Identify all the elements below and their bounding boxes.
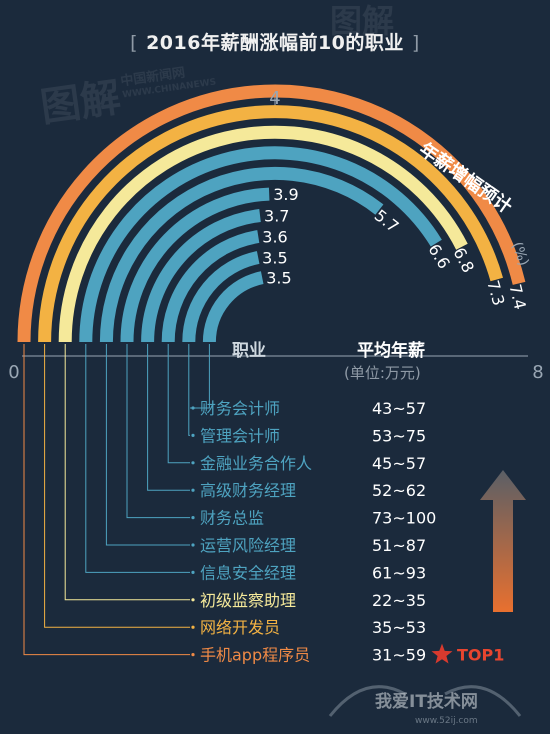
salary-unit-label: (单位:万元): [344, 364, 421, 382]
job-label-8: 初级监察助理: [200, 591, 296, 610]
watermark-mid: 图解: [36, 65, 124, 134]
leader-line-2: [188, 344, 190, 436]
job-label-2: 管理会计师: [200, 426, 280, 445]
arc-bar-9: [38, 105, 504, 343]
leader-dot-7: [191, 570, 195, 575]
value-label-8: 6.8: [449, 244, 477, 275]
value-label-7: 6.6: [424, 241, 453, 273]
decor-layer: [22, 86, 528, 717]
salary-label-6: 51~87: [372, 536, 426, 555]
tick-label-min: 0: [8, 362, 19, 383]
up-arrow-icon: [480, 470, 526, 612]
top1-label: TOP1: [457, 646, 504, 665]
job-label-1: 财务会计师: [200, 399, 280, 418]
job-label-5: 财务总监: [200, 509, 264, 528]
salary-label-2: 53~75: [372, 426, 426, 445]
salary-label-4: 52~62: [372, 481, 426, 500]
job-label-10: 手机app程序员: [200, 646, 310, 665]
leader-line-10: [23, 344, 190, 656]
job-label-3: 金融业务合作人: [200, 454, 312, 473]
arc-bar-1: [202, 271, 264, 343]
job-label-7: 信息安全经理: [200, 563, 296, 582]
leader-dot-1: [191, 406, 195, 410]
value-label-2: 3.5: [262, 248, 287, 267]
leader-dot-6: [191, 543, 195, 547]
leader-line-8: [64, 344, 190, 601]
footer-url-text: www.52ij.com: [415, 716, 478, 726]
arc-bar-3: [161, 230, 260, 343]
leader-line-5: [126, 344, 190, 519]
value-label-5: 3.9: [273, 185, 298, 204]
arc-bar-10: [17, 84, 526, 343]
arc-axis-unit: (%): [508, 240, 531, 268]
leader-dot-10: [191, 653, 195, 657]
leader-line-4: [147, 344, 190, 491]
job-label-6: 运营风险经理: [200, 536, 296, 555]
salary-column-header: 平均年薪: [357, 340, 425, 361]
tick-label-max: 8: [532, 362, 543, 383]
title-bracket-right: ]: [411, 32, 420, 54]
tick-label-mid: 4: [269, 88, 280, 109]
job-label-9: 网络开发员: [200, 618, 280, 637]
value-label-9: 7.3: [483, 278, 508, 308]
arc-layer: [17, 84, 526, 343]
job-label-4: 高级财务经理: [200, 481, 296, 500]
leader-dot-5: [191, 516, 195, 520]
leader-dot-8: [191, 598, 195, 602]
leader-line-7: [85, 344, 190, 573]
leader-dot-3: [191, 461, 195, 465]
arc-bar-6: [99, 166, 384, 343]
salary-label-8: 22~35: [372, 591, 426, 610]
top1-star-icon: [431, 643, 453, 664]
arc-bar-7: [79, 146, 442, 343]
leader-line-6: [105, 344, 190, 546]
leader-dot-2: [191, 433, 195, 437]
watermark-mid-logo: 图解: [37, 74, 124, 132]
arc-bar-4: [141, 209, 261, 343]
chart-title: [2016年薪酬涨幅前10的职业]: [0, 28, 550, 55]
salary-label-1: 43~57: [372, 399, 426, 418]
salary-label-3: 45~57: [372, 454, 426, 473]
salary-label-9: 35~53: [372, 618, 426, 637]
footer-logo-text: 我爱IT技术网: [375, 691, 478, 712]
leader-dot-9: [191, 625, 195, 629]
watermark-top: 图解: [330, 2, 395, 40]
job-column-header: 职业: [232, 341, 266, 361]
leader-line-9: [44, 344, 190, 628]
value-label-1: 3.5: [266, 269, 291, 288]
value-label-4: 3.7: [264, 206, 289, 225]
salary-label-7: 61~93: [372, 563, 426, 582]
salary-label-5: 73~100: [372, 509, 436, 528]
arc-bar-8: [58, 125, 468, 343]
arc-bar-5: [120, 187, 270, 343]
leader-line-3: [167, 344, 190, 464]
leader-dot-4: [191, 488, 195, 492]
value-label-3: 3.6: [262, 228, 287, 247]
value-label-10: 7.4: [505, 282, 529, 311]
arc-bar-2: [182, 251, 260, 343]
footer-wing-icon: [328, 685, 522, 717]
salary-label-10: 31~59: [372, 646, 426, 665]
chart-title-text: 2016年薪酬涨幅前10的职业: [146, 32, 404, 54]
title-bracket-left: [: [130, 32, 139, 54]
leader-line-1: [190, 344, 210, 409]
